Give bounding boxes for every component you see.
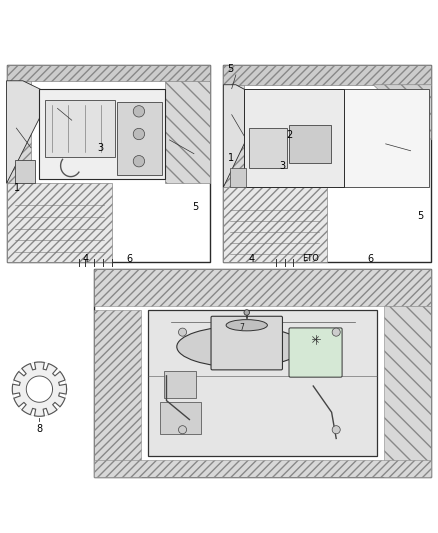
Polygon shape: [384, 306, 431, 477]
Bar: [7, 183, 113, 262]
Polygon shape: [7, 81, 51, 183]
Circle shape: [332, 328, 340, 336]
FancyBboxPatch shape: [289, 328, 342, 377]
Bar: [249, 128, 287, 167]
Text: 2: 2: [286, 130, 292, 140]
Circle shape: [178, 328, 187, 336]
Circle shape: [133, 128, 145, 140]
Bar: [46, 100, 115, 157]
Bar: [244, 88, 344, 187]
Bar: [223, 65, 431, 85]
Bar: [148, 310, 378, 456]
Polygon shape: [373, 85, 431, 140]
Polygon shape: [12, 362, 67, 416]
Bar: [94, 269, 431, 306]
Text: ETO: ETO: [303, 254, 319, 263]
Circle shape: [133, 106, 145, 117]
Text: 5: 5: [417, 211, 424, 221]
Circle shape: [332, 426, 340, 434]
Bar: [15, 159, 35, 183]
Bar: [94, 460, 431, 477]
Polygon shape: [7, 65, 210, 81]
Text: 5: 5: [192, 202, 198, 212]
Circle shape: [178, 426, 187, 434]
Circle shape: [244, 310, 250, 315]
Circle shape: [133, 156, 145, 167]
Text: 6: 6: [367, 254, 373, 264]
Text: 4: 4: [82, 254, 88, 264]
Text: 1: 1: [228, 153, 234, 163]
Bar: [117, 102, 162, 175]
Polygon shape: [26, 376, 53, 402]
Polygon shape: [166, 75, 210, 183]
Text: 5: 5: [227, 64, 233, 75]
Bar: [39, 88, 166, 179]
Bar: [289, 125, 331, 163]
Text: 3: 3: [279, 161, 286, 171]
Ellipse shape: [226, 320, 267, 331]
Bar: [7, 75, 31, 183]
Text: 7: 7: [240, 324, 244, 332]
Polygon shape: [223, 85, 265, 187]
Ellipse shape: [177, 326, 303, 367]
Bar: [159, 402, 201, 434]
Bar: [164, 372, 196, 398]
FancyBboxPatch shape: [211, 316, 283, 370]
Text: 3: 3: [98, 143, 104, 154]
Bar: [94, 269, 431, 477]
Bar: [338, 88, 429, 187]
Text: 8: 8: [36, 424, 42, 433]
Bar: [223, 65, 431, 262]
Text: 4: 4: [249, 254, 255, 264]
Text: 6: 6: [126, 254, 132, 264]
Bar: [223, 187, 328, 262]
Bar: [230, 167, 246, 187]
Bar: [7, 65, 210, 262]
Text: 1: 1: [14, 183, 20, 192]
Bar: [223, 79, 244, 187]
Polygon shape: [94, 310, 141, 477]
